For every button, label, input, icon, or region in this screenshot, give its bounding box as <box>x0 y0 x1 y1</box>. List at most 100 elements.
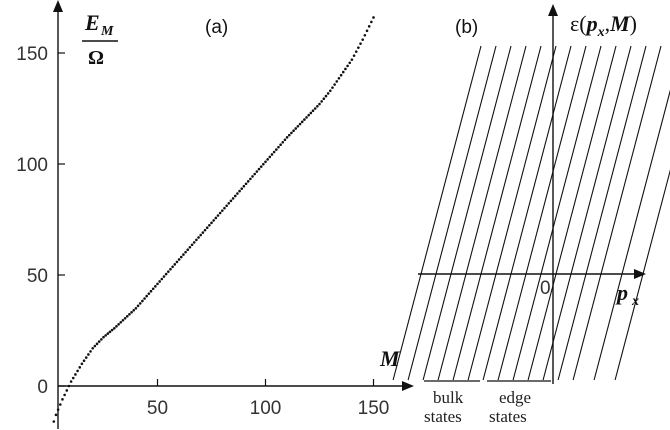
data-point <box>143 297 146 300</box>
panel-a-x-tick-label-50: 50 <box>147 398 168 419</box>
data-point <box>352 54 356 57</box>
data-point <box>130 311 133 314</box>
data-point <box>154 285 157 288</box>
panel-a-y-tick-label-50: 50 <box>27 266 48 287</box>
data-point <box>292 129 295 132</box>
data-point <box>160 277 164 281</box>
data-point <box>167 270 170 273</box>
data-point <box>298 122 302 126</box>
data-point <box>255 170 259 173</box>
data-point <box>128 312 131 316</box>
data-point <box>251 175 254 178</box>
panel-a-label: (a) <box>205 17 228 38</box>
dispersion-line <box>542 45 632 381</box>
data-point <box>175 260 179 264</box>
data-point <box>91 346 94 350</box>
data-point <box>184 250 187 254</box>
dispersion-line <box>527 45 617 381</box>
data-point <box>119 320 123 324</box>
data-point <box>102 335 105 339</box>
data-point <box>348 61 352 65</box>
data-point <box>307 113 311 117</box>
data-point <box>249 177 252 181</box>
dispersion-line <box>467 45 557 381</box>
data-point <box>182 253 185 256</box>
data-point <box>145 294 148 298</box>
data-point <box>117 322 120 326</box>
data-point <box>171 265 174 269</box>
data-point <box>331 86 334 89</box>
data-point <box>205 226 209 230</box>
data-point <box>78 366 82 369</box>
panel-a-x-tick-label-100: 100 <box>250 398 282 419</box>
panel-b-ylabel: ε(px,M) <box>570 11 637 40</box>
data-point <box>257 167 261 171</box>
data-point <box>123 316 127 320</box>
panel-a-y-tick-label-100: 100 <box>16 155 48 176</box>
data-point <box>272 150 276 154</box>
panel-a-x-tick-label-150: 150 <box>358 398 390 419</box>
data-point <box>134 307 138 310</box>
data-point <box>173 263 177 266</box>
data-point <box>339 73 343 77</box>
data-point <box>264 160 267 164</box>
data-point <box>210 221 213 225</box>
data-point <box>296 124 300 128</box>
data-point <box>188 245 192 249</box>
panel-a-ticks: 50 100 150 0 50 100 150 <box>16 44 389 419</box>
data-point <box>335 80 339 83</box>
panel-a-y-tick-label-150: 150 <box>16 44 48 65</box>
panel-a-ylabel-denominator: Ω <box>88 47 104 69</box>
data-point <box>279 143 282 146</box>
data-point <box>97 340 101 343</box>
data-point <box>59 403 62 406</box>
dispersion-line <box>437 45 527 381</box>
panel-a: 50 100 150 0 50 100 150 (a) E M Ω M <box>16 0 414 429</box>
data-point <box>240 187 244 190</box>
data-point <box>179 255 183 259</box>
data-point <box>300 120 304 124</box>
data-point <box>259 165 263 168</box>
data-point <box>201 231 205 234</box>
data-point <box>262 162 265 166</box>
data-point <box>246 180 250 183</box>
panel-b-y-axis-arrow <box>548 4 558 16</box>
data-point <box>177 258 181 261</box>
data-point <box>346 64 349 68</box>
dispersion-line <box>422 45 512 381</box>
panel-b-ylabel-suffix: ) <box>630 11 637 36</box>
data-point <box>197 236 200 239</box>
bulk-states-label-line2: states <box>424 407 462 426</box>
data-point <box>113 326 116 330</box>
data-point <box>277 145 280 149</box>
data-point <box>320 100 323 103</box>
data-point <box>164 272 168 276</box>
data-point <box>52 420 56 423</box>
data-point <box>305 116 308 119</box>
data-point <box>136 304 140 308</box>
data-point <box>337 77 341 80</box>
panel-a-y-axis-arrow <box>53 0 63 12</box>
dispersion-line <box>512 45 602 381</box>
data-point <box>84 356 88 359</box>
bulk-states-label-line1: bulk <box>433 388 464 407</box>
data-point <box>281 140 285 144</box>
panel-b-ylabel-mid: , <box>605 11 611 36</box>
data-point <box>225 204 228 208</box>
data-point <box>318 102 321 106</box>
data-point <box>311 109 315 113</box>
panel-b-ylabel-sub: x <box>597 25 605 40</box>
data-point <box>169 267 172 271</box>
data-point <box>322 97 326 101</box>
data-point <box>67 384 71 388</box>
data-point <box>253 172 256 176</box>
data-point <box>354 50 358 53</box>
data-point <box>71 376 75 380</box>
data-point <box>329 89 332 93</box>
panel-b-origin-label: 0 <box>540 278 551 299</box>
dispersion-line <box>614 169 670 381</box>
panel-a-data-points <box>52 16 375 423</box>
data-point <box>162 275 166 278</box>
data-point <box>370 20 373 24</box>
